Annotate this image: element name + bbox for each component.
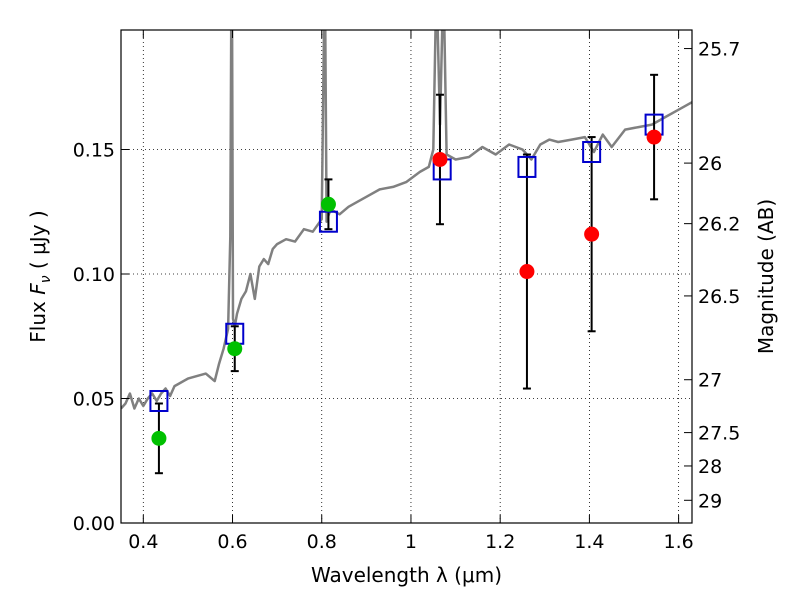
right-tick-label: 27	[698, 370, 722, 392]
detection-point	[227, 341, 243, 357]
red-photometry-point	[432, 151, 448, 167]
right-tick-label: 26	[698, 153, 722, 175]
x-tick-label: 0.4	[128, 531, 158, 553]
x-axis-label: Wavelength λ (μm)	[311, 563, 502, 587]
spectrum-line	[121, 30, 692, 410]
right-tick-label: 25.7	[698, 39, 740, 61]
detection-point	[320, 196, 336, 212]
y-axis-label-symbol: F	[26, 283, 50, 295]
y-tick-label: 0.00	[73, 513, 115, 535]
right-tick-label: 26.5	[698, 286, 740, 308]
right-axis-label: Magnitude (AB)	[754, 199, 778, 354]
right-tick-label: 28	[698, 456, 722, 478]
red-photometry-point	[646, 129, 662, 145]
detection-point	[151, 430, 167, 446]
x-tick-label: 1.4	[574, 531, 604, 553]
x-tick-label: 1	[405, 531, 417, 553]
x-tick-label: 0.8	[307, 531, 337, 553]
right-tick-label: 26.2	[698, 214, 740, 236]
y-axis-label: Flux Fν ( μJy )	[26, 210, 54, 342]
red-photometry-point	[584, 226, 600, 242]
red-photometry-point	[519, 264, 535, 280]
photometry-points	[151, 129, 662, 446]
axis-ticks: 0.4 0.6 0.8 1 1.2 1.4 1.6 0.00 0.05 0.10 0.15 25.7 2…	[73, 30, 740, 553]
model-flux-square	[582, 141, 602, 164]
y-tick-label: 0.10	[73, 264, 115, 286]
x-tick-label: 1.2	[485, 531, 515, 553]
y-tick-label: 0.05	[73, 389, 115, 411]
plot-frame	[120, 29, 693, 524]
y-axis-label-units: ( μJy )	[26, 210, 50, 275]
x-tick-label: 0.6	[217, 531, 247, 553]
grid-lines	[121, 30, 692, 524]
right-tick-label: 27.5	[698, 423, 740, 445]
model-flux-square	[517, 155, 537, 178]
model-flux-markers	[149, 113, 664, 412]
y-axis-label-prefix: Flux	[26, 295, 50, 343]
y-tick-label: 0.15	[73, 140, 115, 162]
y-axis-label-subscript: ν	[38, 275, 54, 283]
right-tick-label: 29	[698, 490, 722, 512]
template-spectrum	[121, 30, 692, 410]
model-flux-square	[149, 389, 169, 412]
x-tick-label: 1.6	[664, 531, 694, 553]
